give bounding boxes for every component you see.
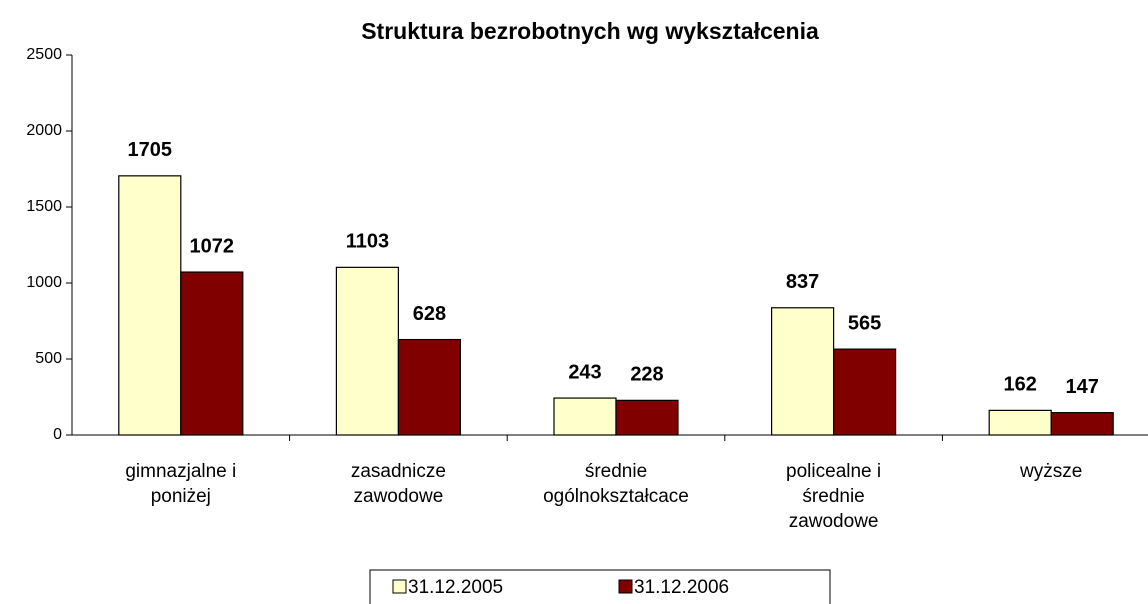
bar bbox=[335, 266, 399, 436]
x-tick-label: gimnazjalne i bbox=[125, 461, 236, 482]
x-tick-label: poniżej bbox=[151, 486, 211, 507]
data-label: 147 bbox=[1066, 376, 1099, 398]
y-tick-label: 0 bbox=[53, 426, 62, 443]
data-label: 628 bbox=[413, 303, 446, 325]
legend-label: 31.12.2006 bbox=[634, 577, 729, 598]
bar bbox=[118, 175, 182, 436]
x-tick-label: wyższe bbox=[1019, 461, 1082, 482]
x-tick-label: ogólnokształcace bbox=[543, 486, 689, 507]
bar bbox=[553, 397, 617, 436]
data-label: 837 bbox=[786, 271, 819, 293]
chart-title: Struktura bezrobotnych wg wykształcenia bbox=[361, 18, 819, 44]
y-tick-label: 1000 bbox=[26, 274, 62, 291]
bar bbox=[770, 307, 835, 436]
data-label: 228 bbox=[630, 364, 663, 386]
data-label: 243 bbox=[568, 361, 601, 383]
x-tick-label: zasadnicze bbox=[351, 461, 446, 482]
legend-label: 31.12.2005 bbox=[408, 577, 503, 598]
data-label: 1705 bbox=[128, 139, 173, 161]
x-tick-label: zawodowe bbox=[789, 511, 879, 532]
y-tick-label: 500 bbox=[35, 350, 62, 367]
data-label: 565 bbox=[848, 312, 881, 334]
x-tick-label: średnie bbox=[585, 461, 647, 482]
x-tick-label: policealne i bbox=[786, 461, 881, 482]
bar bbox=[988, 409, 1052, 436]
bar bbox=[397, 338, 461, 436]
bar bbox=[832, 348, 897, 436]
bar bbox=[615, 399, 679, 436]
legend-box bbox=[369, 569, 831, 604]
x-tick-label: zawodowe bbox=[354, 486, 444, 507]
y-tick-label: 1500 bbox=[26, 198, 62, 215]
x-tick-label: średnie bbox=[802, 486, 864, 507]
y-tick-label: 2500 bbox=[26, 46, 62, 63]
bar bbox=[1050, 412, 1114, 436]
y-tick-label: 2000 bbox=[26, 122, 62, 139]
legend-swatch bbox=[618, 579, 633, 594]
data-label: 1072 bbox=[190, 235, 235, 257]
data-label: 162 bbox=[1004, 374, 1037, 396]
bar bbox=[180, 271, 244, 436]
legend-swatch bbox=[392, 579, 407, 594]
data-label: 1103 bbox=[346, 231, 389, 253]
